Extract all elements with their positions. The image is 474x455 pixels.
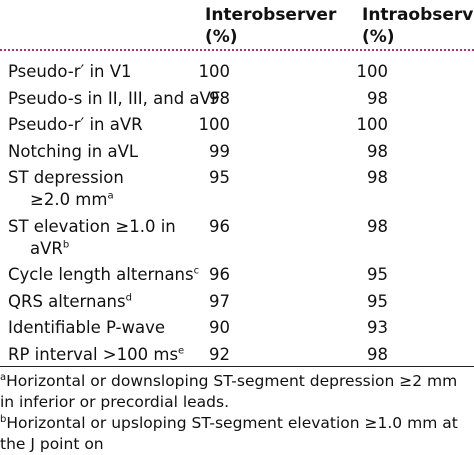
label-text: Notching in aVL (8, 141, 139, 161)
row-label: ST depression ≥2.0 mma (8, 167, 124, 211)
label-text: Pseudo-r′ in aVR (8, 115, 143, 134)
column-unit: (%) (362, 27, 395, 47)
label-text: ST elevation ≥1.0 in (8, 216, 176, 236)
label-text: Identifiable P-wave (8, 318, 166, 337)
footnote: bHorizontal or upsloping ST-segment elev… (0, 413, 470, 455)
footnote-text: Horizontal or downsloping ST-segment dep… (0, 372, 458, 411)
label-text: ≥2.0 mm (30, 190, 108, 209)
interobserver-value: 97 (209, 291, 230, 311)
header-divider (0, 49, 474, 51)
intraobserver-value: 95 (367, 291, 388, 311)
label-text: aVR (30, 238, 63, 258)
label-line: QRS alternansd (8, 291, 132, 313)
intraobserver-value: 100 (356, 62, 389, 81)
interobserver-value: 98 (209, 88, 230, 108)
label-line: ST depression (8, 167, 124, 189)
footnote-mark: a (0, 371, 7, 383)
intraobserver-value: 98 (367, 141, 388, 161)
interobserver-value: 100 (198, 115, 231, 134)
label-line: aVRb (8, 238, 176, 260)
label-line: Notching in aVL (8, 141, 138, 163)
interobserver-value: 90 (209, 318, 230, 337)
column-name: Interobserver (205, 5, 337, 25)
interobserver-value: 100 (198, 62, 231, 81)
label-line: Pseudo-s in II, III, and aVF (8, 88, 220, 110)
footnote-mark: d (125, 292, 132, 303)
column-name: Intraobserver (362, 5, 474, 25)
footnotes: aHorizontal or downsloping ST-segment de… (0, 371, 470, 455)
intraobserver-value: 98 (367, 344, 388, 364)
label-line: Identifiable P-wave (8, 317, 165, 339)
row-label: Pseudo-r′ in aVR (8, 114, 143, 136)
row-label: QRS alternansd (8, 291, 132, 313)
intraobserver-value: 98 (367, 168, 388, 187)
label-text: QRS alternans (8, 291, 126, 311)
label-text: RP interval >100 ms (8, 344, 179, 364)
row-label: RP interval >100 mse (8, 344, 184, 366)
label-line: Pseudo-r′ in aVR (8, 114, 143, 136)
interobserver-value: 99 (209, 141, 230, 161)
intraobserver-value: 98 (367, 216, 388, 236)
interobserver-value: 96 (209, 216, 230, 236)
interobserver-value: 96 (209, 265, 230, 284)
table-bottom-rule (0, 366, 474, 367)
row-label: ST elevation ≥1.0 in aVRb (8, 216, 176, 260)
label-line: Pseudo-r′ in V1 (8, 61, 132, 83)
label-text: Pseudo-r′ in V1 (8, 62, 132, 81)
column-header: Interobserver (%) (205, 4, 336, 48)
label-text: Pseudo-s in II, III, and aVF (8, 88, 221, 108)
label-line: ST elevation ≥1.0 in (8, 216, 176, 238)
interobserver-value: 95 (209, 168, 230, 187)
footnote-mark: b (62, 239, 70, 250)
column-unit: (%) (205, 27, 238, 47)
footnote-mark: b (0, 413, 7, 425)
intraobserver-value: 100 (356, 115, 389, 134)
label-line: RP interval >100 mse (8, 344, 184, 366)
label-text: ST depression (8, 168, 124, 187)
row-label: Notching in aVL (8, 141, 138, 163)
label-line: Cycle length alternansc (8, 264, 199, 286)
row-label: Cycle length alternansc (8, 264, 199, 286)
row-label: Pseudo-r′ in V1 (8, 61, 132, 83)
footnote-text: Horizontal or upsloping ST-segment eleva… (0, 414, 458, 453)
row-label: Pseudo-s in II, III, and aVF (8, 88, 220, 110)
footnote-mark: a (107, 190, 114, 202)
intraobserver-value: 98 (367, 88, 388, 108)
interobserver-value: 92 (209, 344, 230, 364)
column-header: Intraobserver (%) (362, 4, 474, 48)
row-label: Identifiable P-wave (8, 317, 165, 339)
label-text: Cycle length alternans (8, 265, 194, 284)
intraobserver-value: 93 (367, 318, 388, 337)
footnote-mark: e (178, 345, 185, 356)
intraobserver-value: 95 (367, 265, 388, 284)
footnote: aHorizontal or downsloping ST-segment de… (0, 371, 470, 413)
footnote-mark: c (193, 265, 200, 277)
label-line: ≥2.0 mma (8, 189, 124, 211)
